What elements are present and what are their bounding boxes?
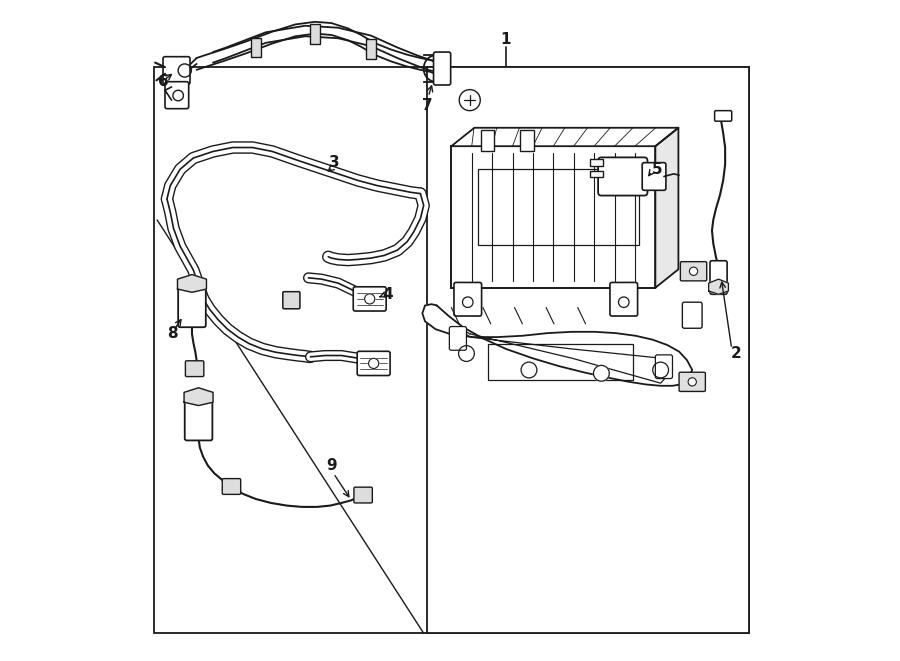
FancyBboxPatch shape	[710, 260, 727, 294]
Text: 7: 7	[421, 98, 432, 113]
Circle shape	[459, 90, 481, 110]
Polygon shape	[451, 128, 679, 146]
Circle shape	[364, 294, 374, 304]
Circle shape	[593, 366, 609, 381]
Circle shape	[521, 362, 537, 378]
FancyBboxPatch shape	[184, 401, 212, 440]
Circle shape	[369, 358, 379, 368]
FancyBboxPatch shape	[185, 361, 203, 377]
FancyBboxPatch shape	[598, 157, 647, 196]
Polygon shape	[184, 388, 213, 406]
Text: 5: 5	[652, 162, 662, 176]
FancyBboxPatch shape	[222, 479, 240, 494]
FancyBboxPatch shape	[680, 372, 706, 391]
Text: 2: 2	[731, 346, 742, 361]
Bar	[250, 38, 261, 58]
FancyBboxPatch shape	[643, 163, 666, 190]
Circle shape	[689, 267, 698, 276]
FancyBboxPatch shape	[354, 487, 373, 503]
Polygon shape	[708, 279, 728, 294]
FancyBboxPatch shape	[610, 282, 637, 316]
Text: 1: 1	[500, 32, 511, 47]
Bar	[451, 146, 655, 288]
FancyBboxPatch shape	[682, 302, 702, 329]
Bar	[590, 159, 603, 166]
Polygon shape	[422, 304, 692, 386]
Bar	[520, 130, 534, 151]
FancyBboxPatch shape	[715, 110, 732, 121]
Bar	[427, 67, 750, 633]
FancyBboxPatch shape	[163, 57, 190, 85]
Bar	[488, 344, 633, 380]
Text: 3: 3	[329, 155, 340, 170]
FancyBboxPatch shape	[680, 262, 706, 281]
Circle shape	[652, 362, 669, 378]
FancyBboxPatch shape	[178, 287, 206, 327]
Circle shape	[680, 308, 704, 332]
Bar	[365, 39, 376, 59]
Text: 6: 6	[158, 74, 169, 89]
Text: 8: 8	[166, 327, 177, 341]
Bar	[310, 24, 320, 44]
FancyBboxPatch shape	[655, 355, 672, 379]
Polygon shape	[655, 128, 679, 288]
Circle shape	[459, 346, 474, 362]
Bar	[154, 67, 750, 633]
FancyBboxPatch shape	[283, 292, 300, 309]
Bar	[590, 171, 603, 177]
Circle shape	[688, 377, 697, 386]
Text: 4: 4	[382, 287, 392, 302]
FancyBboxPatch shape	[449, 327, 466, 350]
Bar	[481, 130, 494, 151]
Bar	[478, 169, 639, 245]
FancyBboxPatch shape	[454, 282, 482, 316]
FancyBboxPatch shape	[357, 351, 390, 375]
FancyBboxPatch shape	[353, 287, 386, 311]
FancyBboxPatch shape	[165, 82, 189, 108]
FancyBboxPatch shape	[434, 52, 451, 85]
Text: 9: 9	[326, 458, 337, 473]
Polygon shape	[177, 274, 206, 292]
